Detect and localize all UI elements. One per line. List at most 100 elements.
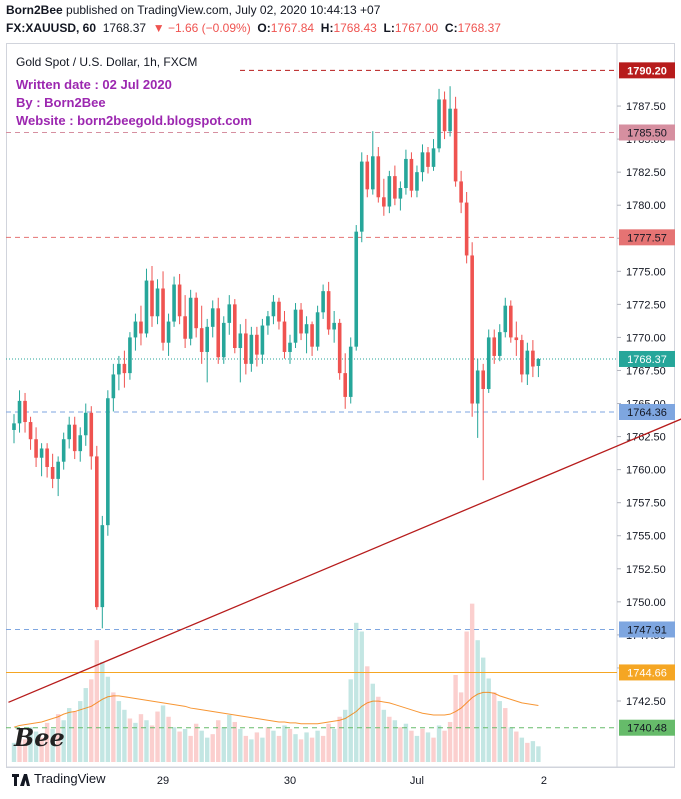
candle-body [183,316,187,339]
volume-bar [315,730,320,762]
volume-bar [530,741,536,762]
volume-bar [436,725,442,762]
volume-bar [144,720,149,762]
candle-body [238,333,243,348]
candle-body [95,456,99,608]
candle-body [415,172,419,191]
volume-bar [293,734,298,762]
close-label: C: [444,21,458,35]
volume-bar [453,675,458,762]
y-tick-label: 1770.00 [626,332,666,344]
volume-bar [133,722,138,762]
volume-bar [100,661,105,762]
volume-bar [326,723,331,762]
volume-bar [122,709,127,762]
candle-body [271,301,276,317]
publish-line: Born2Bee published on TradingView.com, J… [6,3,380,17]
volume-bar [414,735,420,762]
candle-body [188,297,193,339]
candle-body [359,161,364,232]
candle-body [404,158,408,189]
x-tick-label: Jul [410,775,424,787]
price-level-tag [619,62,675,79]
tradingview-logo[interactable]: TradingView [12,771,106,786]
volume-bar [188,735,193,762]
y-tick-label: 1750.00 [626,597,666,609]
candle-body [67,424,71,440]
candle-body [442,99,447,132]
candle-body [486,337,491,389]
candle-body [260,325,265,355]
trendline [8,418,681,703]
candle-body [111,374,116,399]
candle-body [45,448,49,467]
candle-body [326,291,331,330]
candle-body [420,152,425,173]
volume-bar [50,728,55,762]
price-level-label: 1744.66 [627,667,667,679]
candle-body [448,108,452,132]
candle-body [106,398,110,526]
volume-bar [160,705,166,762]
candle-body [166,321,171,343]
candle-body [78,435,83,452]
volume-bar [475,640,480,762]
candle-body [61,439,66,462]
volume-bar [199,730,204,762]
price-level-tag [619,664,675,681]
y-tick-label: 1752.50 [626,564,666,576]
volume-bar [39,737,44,762]
note-website: Website : born2beegold.blogspot.com [16,113,252,128]
volume-bar [254,732,260,762]
y-tick-label: 1780.00 [626,200,666,212]
volume-bar [376,696,381,762]
volume-bar [458,692,464,762]
candle-body [205,326,209,352]
volume-bar [508,727,513,762]
candle-body [210,308,215,327]
volume-bar [33,731,39,762]
publisher-name[interactable]: Born2Bee [6,3,63,17]
candle-body [520,340,524,375]
volume-bar [243,735,249,762]
candle-body [72,424,77,452]
candle-body [244,333,248,364]
volume-bar [232,721,237,762]
volume-bar [11,742,17,762]
candle-body [288,342,292,352]
volume-bar [72,711,77,762]
close-value: 1768.37 [457,21,501,35]
candle-body [150,280,154,317]
y-tick-label: 1782.50 [626,167,666,179]
y-tick-label: 1772.50 [626,299,666,311]
volume-bar [171,727,177,762]
candle-body [431,148,436,167]
candle-body [233,304,237,348]
candle-body [497,332,502,356]
ohlc-line: FX:XAUUSD, 60 1768.37 ▼ −1.66 (−0.09%) O… [6,21,501,35]
volume-bar [536,746,541,762]
x-tick-label: 30 [284,775,296,787]
last-price: 1768.37 [102,21,147,35]
volume-bar [514,731,519,762]
volume-bar [17,735,22,762]
price-level-label: 1790.20 [627,65,667,77]
volume-bar [216,720,221,762]
price-level-label: 1747.91 [627,624,667,636]
candle-body [199,328,204,352]
candle-body [128,337,132,374]
high-value: 1768.43 [333,21,377,35]
candle-body [321,291,325,313]
volume-bar [221,727,226,762]
candle-body [459,181,463,203]
volume-bar [83,688,88,762]
volume-bar [205,737,210,762]
y-tick-label: 1757.50 [626,498,666,510]
volume-bar [116,701,122,762]
volume-bar [387,716,392,762]
price-level-tag [619,350,675,367]
y-tick-label: 1775.00 [626,266,666,278]
price-level-label: 1785.50 [627,127,667,139]
volume-bar [177,731,182,762]
